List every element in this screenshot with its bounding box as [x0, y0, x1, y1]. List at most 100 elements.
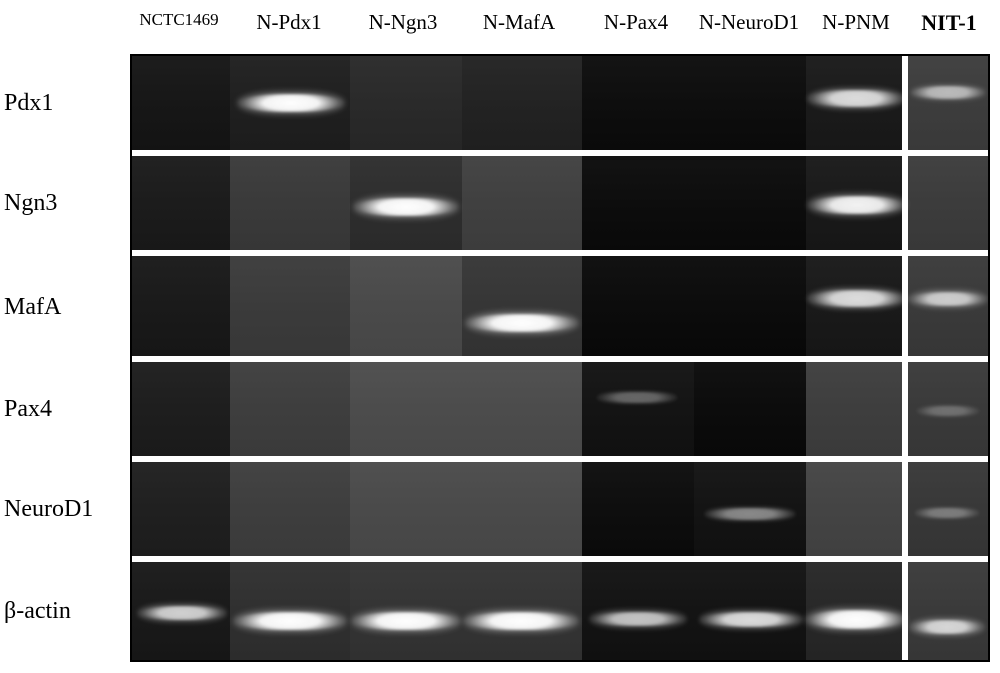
lane-Pdx1-N-Pax4	[582, 56, 694, 150]
lane-beta-actin-N-PNM	[806, 562, 906, 660]
band-beta-actin-N-PNM	[808, 610, 904, 629]
lane-Ngn3-N-PNM	[806, 156, 906, 250]
column-header-NCTC1469: NCTC1469	[134, 10, 224, 30]
lane-beta-actin-NIT-1	[906, 562, 988, 660]
column-header-NIT-1: NIT-1	[914, 10, 984, 36]
gel-row-NeuroD1	[132, 462, 988, 556]
band-Pdx1-N-Pdx1	[240, 94, 342, 112]
row-label-beta-actin: β-actin	[4, 598, 126, 625]
lane-Pax4-N-Pax4	[582, 362, 694, 456]
lane-Ngn3-N-Pax4	[582, 156, 694, 250]
lane-Pax4-N-MafA	[462, 362, 582, 456]
gel-row-Ngn3	[132, 156, 988, 250]
lane-NeuroD1-N-Pax4	[582, 462, 694, 556]
lane-beta-actin-N-Pdx1	[230, 562, 350, 660]
band-Pax4-NIT-1	[918, 406, 978, 416]
band-beta-actin-N-MafA	[466, 612, 576, 630]
band-Pdx1-N-PNM	[810, 90, 902, 107]
lane-Pax4-N-Ngn3	[350, 362, 462, 456]
row-label-Pax4: Pax4	[4, 396, 126, 423]
column-header-N-PNM: N-PNM	[810, 10, 902, 35]
lane-Ngn3-N-NeuroD1	[694, 156, 806, 250]
lane-Ngn3-N-Ngn3	[350, 156, 462, 250]
lane-separator-nit1	[902, 156, 908, 250]
lane-NeuroD1-N-Ngn3	[350, 462, 462, 556]
lane-Pax4-NCTC1469	[132, 362, 230, 456]
row-separator	[132, 150, 988, 156]
gel-row-Pax4	[132, 362, 988, 456]
lane-separator-nit1	[902, 56, 908, 150]
row-separator	[132, 556, 988, 562]
lane-beta-actin-N-NeuroD1	[694, 562, 806, 660]
lane-MafA-NCTC1469	[132, 256, 230, 356]
column-headers: NCTC1469 N-Pdx1N-Ngn3N-MafAN-Pax4N-NeuroD…	[130, 10, 990, 50]
row-separator	[132, 456, 988, 462]
gel-row-MafA	[132, 256, 988, 356]
row-separator	[132, 356, 988, 362]
lane-Pdx1-N-Pdx1	[230, 56, 350, 150]
lane-NeuroD1-NCTC1469	[132, 462, 230, 556]
column-header-N-MafA: N-MafA	[460, 10, 578, 35]
band-NeuroD1-N-NeuroD1	[706, 508, 794, 520]
lane-Pax4-N-Pdx1	[230, 362, 350, 456]
band-beta-actin-NIT-1	[912, 620, 982, 634]
lane-separator-nit1	[902, 362, 908, 456]
lane-NeuroD1-NIT-1	[906, 462, 988, 556]
gel-row-beta-actin	[132, 562, 988, 660]
lane-beta-actin-NCTC1469	[132, 562, 230, 660]
lane-MafA-N-Pax4	[582, 256, 694, 356]
band-beta-actin-N-NeuroD1	[702, 612, 800, 627]
column-header-N-Pdx1: N-Pdx1	[232, 10, 346, 35]
band-MafA-NIT-1	[911, 292, 985, 306]
lane-Ngn3-NCTC1469	[132, 156, 230, 250]
lane-Pdx1-NCTC1469	[132, 56, 230, 150]
lane-beta-actin-N-Pax4	[582, 562, 694, 660]
lane-NeuroD1-N-NeuroD1	[694, 462, 806, 556]
gel-row-Pdx1	[132, 56, 988, 150]
lane-Pdx1-N-MafA	[462, 56, 582, 150]
band-beta-actin-N-Ngn3	[354, 612, 458, 630]
lane-MafA-N-NeuroD1	[694, 256, 806, 356]
lane-Pdx1-N-Ngn3	[350, 56, 462, 150]
lane-NeuroD1-N-PNM	[806, 462, 906, 556]
lane-NeuroD1-N-MafA	[462, 462, 582, 556]
row-label-MafA: MafA	[4, 294, 126, 321]
lane-MafA-N-PNM	[806, 256, 906, 356]
row-label-NeuroD1: NeuroD1	[4, 496, 126, 523]
lane-MafA-N-MafA	[462, 256, 582, 356]
row-separator	[132, 250, 988, 256]
lane-beta-actin-N-MafA	[462, 562, 582, 660]
lane-Ngn3-NIT-1	[906, 156, 988, 250]
lane-Ngn3-N-MafA	[462, 156, 582, 250]
band-beta-actin-NCTC1469	[140, 606, 224, 620]
column-header-N-NeuroD1: N-NeuroD1	[692, 10, 806, 35]
lane-MafA-N-Ngn3	[350, 256, 462, 356]
lane-separator-nit1	[902, 562, 908, 660]
band-MafA-N-MafA	[468, 314, 576, 332]
row-label-Pdx1: Pdx1	[4, 90, 126, 117]
lane-Pax4-N-PNM	[806, 362, 906, 456]
lane-Pdx1-NIT-1	[906, 56, 988, 150]
column-header-N-Pax4: N-Pax4	[584, 10, 688, 35]
column-header-N-Ngn3: N-Ngn3	[348, 10, 458, 35]
lane-separator-nit1	[902, 462, 908, 556]
lane-NeuroD1-N-Pdx1	[230, 462, 350, 556]
lane-beta-actin-N-Ngn3	[350, 562, 462, 660]
band-NeuroD1-NIT-1	[916, 508, 978, 518]
lane-Pax4-NIT-1	[906, 362, 988, 456]
band-Pax4-N-Pax4	[598, 392, 676, 403]
band-Pdx1-NIT-1	[912, 86, 984, 99]
lane-separator-nit1	[902, 256, 908, 356]
band-Ngn3-N-Ngn3	[356, 198, 456, 216]
lane-Pdx1-N-PNM	[806, 56, 906, 150]
lane-Ngn3-N-Pdx1	[230, 156, 350, 250]
gel-figure: NCTC1469 N-Pdx1N-Ngn3N-MafAN-Pax4N-NeuroD…	[0, 0, 1000, 673]
band-beta-actin-N-Pax4	[592, 612, 684, 626]
lane-MafA-NIT-1	[906, 256, 988, 356]
band-MafA-N-PNM	[810, 290, 904, 307]
gel-panel	[130, 54, 990, 662]
row-label-Ngn3: Ngn3	[4, 190, 126, 217]
band-Ngn3-N-PNM	[810, 196, 904, 214]
lane-MafA-N-Pdx1	[230, 256, 350, 356]
band-beta-actin-N-Pdx1	[236, 612, 344, 630]
